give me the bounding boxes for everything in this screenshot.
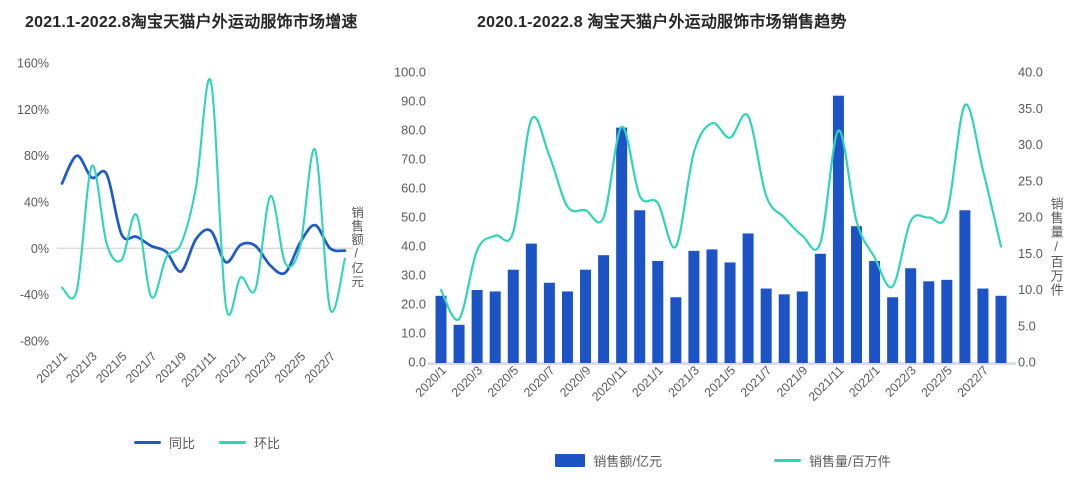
svg-text:60.0: 60.0 [401,181,426,196]
svg-text:2021/5: 2021/5 [702,363,739,400]
svg-text:30.0: 30.0 [1018,137,1043,152]
svg-text:2021/11: 2021/11 [806,363,847,404]
legend-item-yoy[interactable]: 同比 [133,433,195,452]
svg-text:100.0: 100.0 [394,65,426,80]
svg-text:2020/7: 2020/7 [521,363,558,400]
left-chart-secondary-axis-label: 销售额/亿元 [349,206,364,289]
svg-text:2021/7: 2021/7 [738,363,775,400]
svg-text:2021/3: 2021/3 [63,349,100,386]
yoy-line-swatch-icon [133,440,161,445]
svg-text:2022/3: 2022/3 [882,363,919,400]
svg-text:2022/3: 2022/3 [242,349,279,386]
svg-text:40%: 40% [24,195,49,209]
svg-text:2021/5: 2021/5 [93,349,130,386]
svg-text:15.0: 15.0 [1018,246,1043,261]
svg-text:20.0: 20.0 [1018,210,1043,225]
svg-text:2021/7: 2021/7 [123,349,160,386]
svg-text:25.0: 25.0 [1018,173,1043,188]
legend-label-sales-amount: 销售额/亿元 [593,454,662,469]
svg-text:2022/5: 2022/5 [918,363,955,400]
legend-label-sales-volume: 销售量/百万件 [809,454,891,469]
svg-text:0.0: 0.0 [408,355,426,370]
svg-text:10.0: 10.0 [401,326,426,341]
legend-label-mom: 环比 [254,436,281,451]
sales-amount-bar-swatch-icon [555,454,586,467]
left-chart-legend: 同比 环比 [62,433,352,452]
svg-text:70.0: 70.0 [401,152,426,167]
right-chart-title: 2020.1-2022.8 淘宝天猫户外运动服饰市场销售趋势 [477,14,847,31]
svg-text:2020/5: 2020/5 [485,363,522,400]
svg-text:2021/1: 2021/1 [629,363,666,400]
right-chart-legend: 销售额/亿元 销售量/百万件 [430,451,1016,470]
svg-text:2021/3: 2021/3 [666,363,703,400]
svg-text:0.0: 0.0 [1018,355,1036,370]
svg-text:2021/1: 2021/1 [34,349,71,386]
svg-text:30.0: 30.0 [401,268,426,283]
svg-text:160%: 160% [17,57,49,71]
svg-text:50.0: 50.0 [401,210,426,225]
svg-text:2022/7: 2022/7 [302,349,339,386]
svg-text:-40%: -40% [20,288,49,302]
legend-item-sales-amount[interactable]: 销售额/亿元 [555,451,662,470]
svg-text:10.0: 10.0 [1018,282,1043,297]
legend-label-yoy: 同比 [168,436,195,451]
mom-line-swatch-icon [219,440,246,445]
legend-item-sales-volume[interactable]: 销售量/百万件 [774,451,891,470]
svg-text:2022/1: 2022/1 [846,363,883,400]
svg-text:90.0: 90.0 [401,94,426,109]
svg-text:2022/1: 2022/1 [212,349,249,386]
svg-text:120%: 120% [17,103,49,117]
svg-text:40.0: 40.0 [401,239,426,254]
svg-text:2022/7: 2022/7 [955,363,992,400]
svg-text:5.0: 5.0 [1018,318,1036,333]
svg-text:-80%: -80% [20,334,49,348]
svg-text:2022/5: 2022/5 [272,349,309,386]
sales-volume-line-swatch-icon [774,458,801,463]
svg-text:20.0: 20.0 [401,297,426,312]
svg-text:2020/11: 2020/11 [589,363,630,404]
svg-text:80%: 80% [24,149,49,163]
svg-text:35.0: 35.0 [1018,101,1043,116]
svg-text:0%: 0% [31,242,49,256]
svg-text:40.0: 40.0 [1018,65,1043,80]
svg-text:80.0: 80.0 [401,123,426,138]
svg-text:2020/3: 2020/3 [449,363,486,400]
legend-item-mom[interactable]: 环比 [219,433,280,452]
right-chart-secondary-axis-label: 销售量/百万件 [1048,197,1064,297]
left-chart-title: 2021.1-2022.8淘宝天猫户外运动服饰市场增速 [25,14,358,31]
